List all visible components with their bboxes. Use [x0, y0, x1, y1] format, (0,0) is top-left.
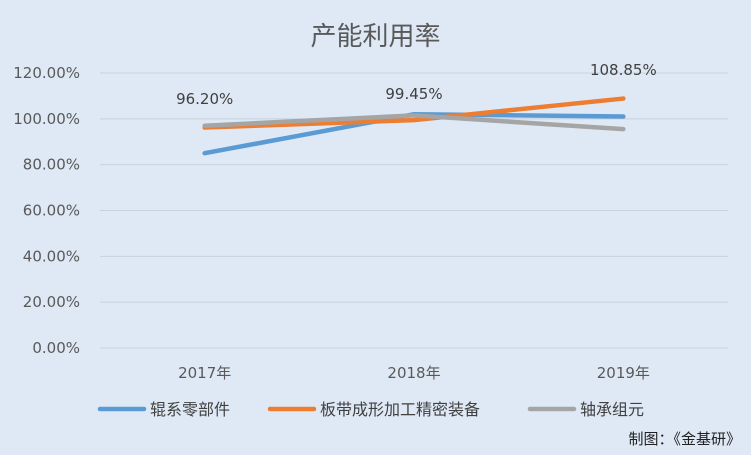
y-tick-label: 20.00%: [23, 293, 80, 311]
series-line-2: [202, 96, 626, 130]
x-tick-label: 2018年: [387, 364, 440, 382]
y-tick-label: 60.00%: [23, 202, 80, 220]
series-line-3: [202, 113, 626, 132]
data-label: 108.85%: [590, 61, 657, 79]
y-tick-label: 40.00%: [23, 247, 80, 265]
data-label: 99.45%: [385, 85, 442, 103]
chart-title: 产能利用率: [310, 22, 441, 52]
y-tick-label: 80.00%: [23, 156, 80, 174]
source-note: 制图：《金基研》: [628, 430, 741, 448]
legend-label: 辊系零部件: [150, 400, 230, 419]
y-tick-label: 120.00%: [13, 64, 80, 82]
y-tick-label: 0.00%: [32, 339, 80, 357]
legend-label: 轴承组元: [580, 400, 644, 419]
x-tick-label: 2019年: [597, 364, 650, 382]
x-tick-label: 2017年: [178, 364, 231, 382]
y-tick-label: 100.00%: [13, 110, 80, 128]
legend-label: 板带成形加工精密装备: [320, 400, 480, 419]
data-label: 96.20%: [176, 90, 233, 108]
